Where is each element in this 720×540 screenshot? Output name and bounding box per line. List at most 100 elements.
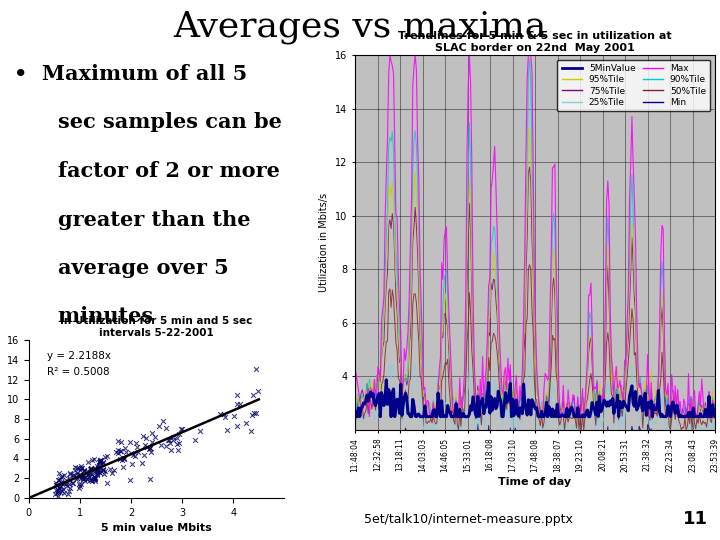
Legend: 5MinValue, 95%Tile, 75%Tile, 25%Tile, Max, 90%Tile, 50%Tile, Min: 5MinValue, 95%Tile, 75%Tile, 25%Tile, Ma… [557,59,711,111]
Point [89,474,100,483]
Point [63,480,75,489]
Point [52,486,63,495]
Point [82,470,94,479]
Point [138,451,150,460]
Point [85,469,96,477]
Point [116,447,127,455]
Point [114,447,125,455]
Point [139,441,150,449]
Point [75,462,86,470]
Point [67,478,78,487]
Point [55,473,67,482]
Point [248,409,260,417]
Point [64,483,76,492]
Point [68,470,80,479]
Point [104,464,115,473]
Point [86,466,98,475]
Point [125,448,137,457]
Point [246,411,258,420]
Point [115,437,127,446]
Point [78,475,89,483]
Point [82,457,94,466]
Point [57,484,68,493]
Text: sec samples can be: sec samples can be [29,112,282,132]
Point [63,487,75,495]
Point [120,448,132,457]
Point [145,474,156,483]
Point [150,433,161,442]
Point [247,391,258,400]
Text: y = 2.2188x: y = 2.2188x [47,351,111,361]
Point [65,475,76,484]
Point [81,475,93,484]
Point [110,448,122,456]
Point [74,471,86,480]
Point [145,443,156,452]
Point [53,484,64,492]
Point [57,479,68,488]
Point [112,446,123,454]
Point [59,478,71,487]
Point [252,387,264,395]
Point [71,473,83,482]
Point [153,422,165,430]
Point [91,469,103,478]
Point [74,470,86,479]
Point [114,455,126,463]
X-axis label: 5 min value Mbits: 5 min value Mbits [102,523,212,534]
Point [78,466,90,475]
Point [89,474,100,482]
Point [99,467,111,476]
Point [112,437,124,445]
Point [97,458,109,467]
Point [55,475,66,484]
Y-axis label: max 5 sec
value Mbits/s: max 5 sec value Mbits/s [0,382,1,456]
Point [51,489,63,497]
Text: •  Maximum of all 5: • Maximum of all 5 [14,64,248,84]
Point [101,452,112,461]
Point [85,465,96,474]
Point [59,471,71,480]
Point [145,443,156,452]
Point [101,478,112,487]
Point [141,442,153,451]
Point [91,462,102,470]
Point [240,419,252,428]
Point [86,455,97,464]
Point [173,430,184,438]
Point [52,488,63,497]
Point [163,436,175,444]
Point [55,478,67,487]
Point [92,464,104,473]
Point [85,464,96,472]
Text: 11: 11 [683,510,708,528]
Point [78,471,89,480]
Point [108,466,120,475]
Point [171,440,182,449]
Point [161,424,172,433]
Point [250,364,261,373]
Point [173,438,184,447]
Point [194,426,206,435]
Point [171,434,183,442]
Point [52,476,63,484]
Point [78,467,89,475]
Text: greater than the: greater than the [29,210,251,230]
Point [74,466,86,475]
Point [222,426,233,434]
Point [76,464,88,472]
Point [98,458,109,467]
Point [89,477,100,485]
Point [106,468,117,477]
Point [71,463,83,472]
Point [92,464,104,472]
Point [164,438,176,447]
Point [93,461,104,470]
Point [73,482,85,490]
Point [82,470,94,478]
Point [53,469,64,477]
Point [73,470,85,479]
Point [83,471,94,480]
Point [94,457,106,466]
Point [167,436,179,444]
